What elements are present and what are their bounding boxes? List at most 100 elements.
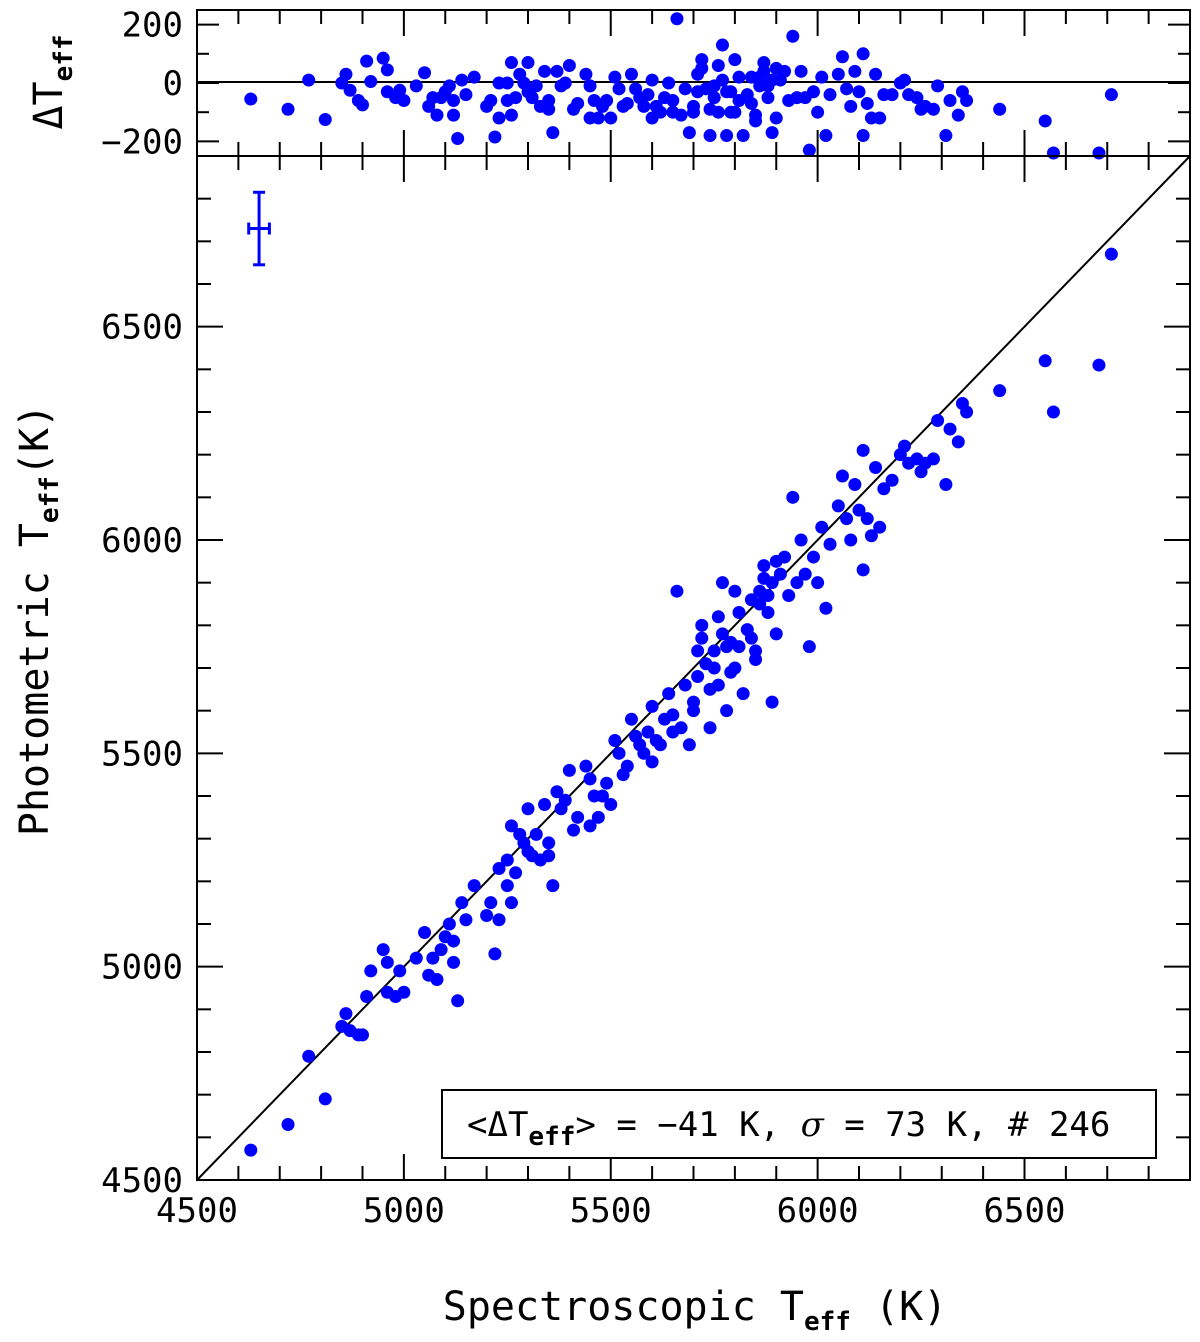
data-point (583, 772, 597, 786)
residual-point (707, 91, 721, 105)
residual-point (873, 111, 887, 125)
x-tick-label: 6500 (984, 1191, 1066, 1231)
residual-point (500, 76, 514, 90)
data-point (831, 499, 845, 513)
data-point (409, 951, 423, 965)
residual-point (356, 98, 369, 112)
data-point (715, 627, 729, 641)
data-point (380, 955, 394, 969)
residual-panel: −200 0 200 ΔTeff (26, 6, 1191, 162)
data-point (852, 503, 866, 517)
residual-point (393, 83, 407, 97)
residual-point (811, 105, 825, 119)
y-tick-label: 6000 (101, 521, 183, 561)
residual-point (844, 99, 858, 113)
residual-point (525, 91, 539, 105)
data-point (864, 529, 878, 543)
data-point (873, 520, 887, 534)
residual-point (835, 50, 849, 64)
data-point (939, 478, 953, 492)
residual-point (885, 88, 899, 102)
data-point (835, 469, 849, 483)
data-point (757, 559, 771, 573)
data-point (244, 1143, 258, 1157)
data-point (542, 849, 556, 863)
data-point (318, 1092, 332, 1106)
residual-point (769, 111, 783, 125)
residual-point (960, 94, 974, 108)
x-tick-label: 4500 (156, 1191, 238, 1231)
data-point (492, 862, 506, 876)
residual-point (852, 85, 866, 99)
data-point (637, 746, 651, 760)
data-point (885, 473, 899, 487)
residual-point (542, 102, 556, 116)
residual-point (860, 96, 874, 110)
residual-point (612, 82, 626, 96)
residual-point (521, 56, 535, 70)
data-point (678, 678, 692, 692)
residual-point (281, 102, 295, 116)
residual-point (757, 56, 771, 70)
data-point (562, 763, 576, 777)
error-bar (247, 190, 271, 267)
residual-point (579, 67, 593, 81)
data-point (434, 943, 448, 957)
data-point (848, 478, 862, 492)
data-point (608, 734, 622, 748)
data-point (620, 759, 634, 773)
residual-point (720, 129, 734, 143)
y-tick-label: 5000 (101, 948, 183, 988)
residual-point (583, 79, 597, 93)
data-point (641, 725, 655, 739)
data-point (732, 640, 746, 654)
residual-point (682, 126, 696, 140)
main-panel: 4500 5000 5500 6000 6500 4500 5000 5500 6000 650… (12, 155, 1191, 1337)
data-point (819, 601, 833, 615)
data-point (898, 439, 912, 453)
data-point (480, 908, 494, 922)
y-tick-label: 6500 (101, 308, 183, 348)
y-tick-label: −200 (101, 122, 183, 162)
residual-point (715, 38, 729, 52)
residual-point (815, 70, 829, 84)
residual-point (1092, 146, 1106, 160)
residual-point (244, 92, 258, 106)
data-point (707, 644, 721, 658)
residual-point (538, 64, 552, 78)
y-tick-label: 5500 (101, 734, 183, 774)
data-point (455, 896, 469, 910)
residual-point (459, 88, 473, 102)
data-point (682, 738, 696, 752)
residual-point (1104, 88, 1118, 102)
data-point (591, 810, 605, 824)
data-point (604, 798, 618, 812)
data-point (571, 810, 585, 824)
residual-point (1046, 146, 1060, 160)
residual-point (869, 67, 883, 81)
residual-point (819, 129, 833, 143)
residual-point (802, 143, 816, 157)
data-point (687, 704, 700, 718)
residual-point (509, 91, 523, 105)
data-point (281, 1118, 295, 1132)
data-point (844, 533, 858, 547)
data-point (442, 917, 456, 931)
residual-point (943, 94, 957, 108)
data-point (856, 443, 870, 457)
residual-point (749, 114, 763, 128)
residual-point (856, 129, 870, 143)
residual-point (467, 70, 481, 84)
data-point (600, 776, 614, 790)
residual-point (728, 53, 742, 67)
data-point (798, 567, 812, 581)
residual-point (455, 73, 469, 87)
data-point (720, 704, 734, 718)
residual-point (600, 94, 614, 108)
data-point (666, 708, 680, 722)
residual-point (360, 54, 374, 68)
residual-point (786, 29, 800, 43)
data-point (765, 576, 779, 590)
data-point (451, 994, 465, 1008)
data-point (695, 618, 709, 632)
